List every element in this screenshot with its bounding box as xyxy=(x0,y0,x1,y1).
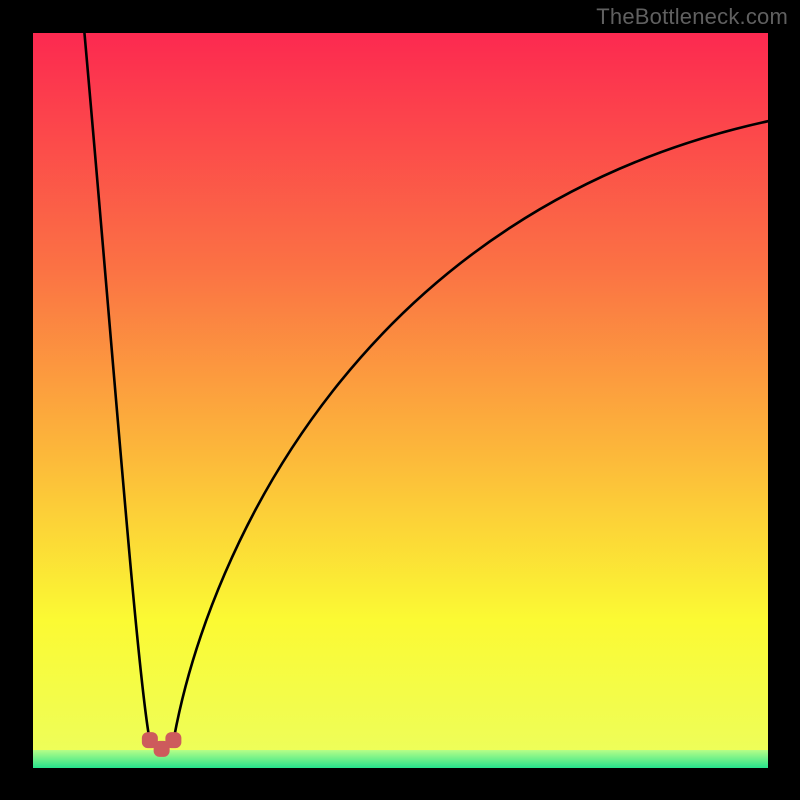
chart-plot-area xyxy=(33,33,768,768)
curve-layer xyxy=(33,33,768,768)
bottleneck-curve xyxy=(84,33,768,745)
curve-marker xyxy=(165,732,181,748)
watermark-text: TheBottleneck.com xyxy=(596,4,788,30)
marker-group xyxy=(142,732,182,757)
